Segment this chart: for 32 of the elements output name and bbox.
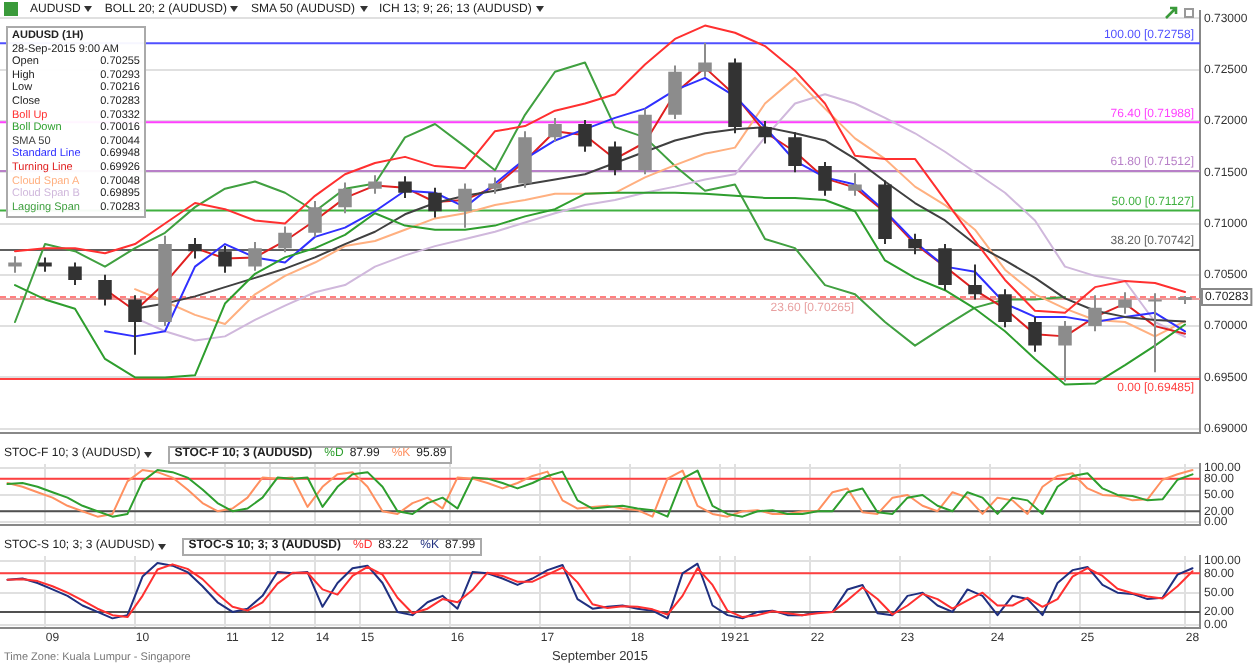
- candlestick: [758, 120, 772, 144]
- candlestick: [728, 58, 742, 134]
- candlestick: [1058, 320, 1072, 382]
- candlestick: [938, 244, 952, 291]
- candlestick: [158, 235, 172, 327]
- candlestick: [188, 237, 202, 259]
- candlestick: [248, 242, 262, 271]
- candlestick: [638, 108, 652, 175]
- candlestick: [878, 180, 892, 245]
- candlestick: [1118, 292, 1132, 314]
- candlestick: [788, 132, 802, 173]
- candlestick: [458, 183, 472, 228]
- candlestick: [308, 200, 322, 237]
- candlestick: [488, 177, 502, 194]
- candlestick: [668, 65, 682, 119]
- candlestick: [1088, 295, 1102, 332]
- candlestick: [818, 161, 832, 196]
- candlestick: [38, 257, 52, 272]
- candlestick: [848, 173, 862, 196]
- candlestick: [698, 43, 712, 77]
- candlestick: [518, 131, 532, 188]
- candlestick: [128, 295, 142, 355]
- candlestick: [1148, 293, 1162, 373]
- candlestick: [368, 175, 382, 194]
- candlestick: [578, 119, 592, 152]
- candlestick: [1178, 296, 1192, 304]
- candlestick: [8, 256, 22, 273]
- candlestick: [998, 289, 1012, 328]
- candlestick: [1028, 316, 1042, 352]
- candlestick: [218, 246, 232, 273]
- candlestick: [968, 264, 982, 300]
- candlestick: [398, 176, 412, 198]
